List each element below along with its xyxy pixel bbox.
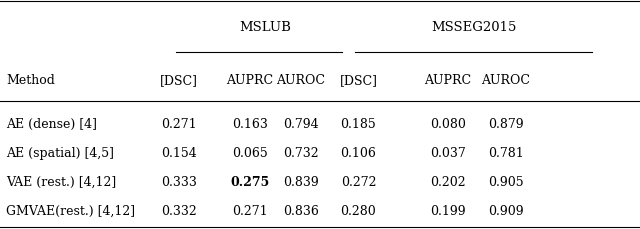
Text: 0.272: 0.272 [340, 175, 376, 188]
Text: [DSC]: [DSC] [160, 74, 198, 87]
Text: 0.275: 0.275 [230, 175, 269, 188]
Text: MSLUB: MSLUB [239, 21, 292, 34]
Text: MSSEG2015: MSSEG2015 [431, 21, 516, 34]
Text: 0.271: 0.271 [232, 204, 268, 217]
Text: GMVAE(rest.) [4,12]: GMVAE(rest.) [4,12] [6, 204, 136, 217]
Text: 0.199: 0.199 [430, 204, 466, 217]
Text: AE (dense) [4]: AE (dense) [4] [6, 117, 97, 130]
Text: 0.185: 0.185 [340, 117, 376, 130]
Text: 0.794: 0.794 [283, 117, 319, 130]
Text: 0.202: 0.202 [430, 175, 466, 188]
Text: 0.909: 0.909 [488, 204, 524, 217]
Text: 0.839: 0.839 [283, 175, 319, 188]
Text: 0.781: 0.781 [488, 146, 524, 159]
Text: 0.332: 0.332 [161, 204, 197, 217]
Text: 0.280: 0.280 [340, 204, 376, 217]
Text: 0.163: 0.163 [232, 117, 268, 130]
Text: Method: Method [6, 74, 55, 87]
Text: 0.879: 0.879 [488, 117, 524, 130]
Text: 0.037: 0.037 [430, 146, 466, 159]
Text: AE (spatial) [4,5]: AE (spatial) [4,5] [6, 146, 115, 159]
Text: 0.065: 0.065 [232, 146, 268, 159]
Text: 0.106: 0.106 [340, 146, 376, 159]
Text: 0.271: 0.271 [161, 117, 197, 130]
Text: [DSC]: [DSC] [339, 74, 378, 87]
Text: AUPRC: AUPRC [226, 74, 273, 87]
Text: 0.333: 0.333 [161, 175, 197, 188]
Text: 0.905: 0.905 [488, 175, 524, 188]
Text: 0.080: 0.080 [430, 117, 466, 130]
Text: 0.836: 0.836 [283, 204, 319, 217]
Text: 0.154: 0.154 [161, 146, 197, 159]
Text: AUROC: AUROC [481, 74, 530, 87]
Text: 0.732: 0.732 [283, 146, 319, 159]
Text: AUROC: AUROC [276, 74, 325, 87]
Text: VAE (rest.) [4,12]: VAE (rest.) [4,12] [6, 175, 116, 188]
Text: AUPRC: AUPRC [424, 74, 472, 87]
